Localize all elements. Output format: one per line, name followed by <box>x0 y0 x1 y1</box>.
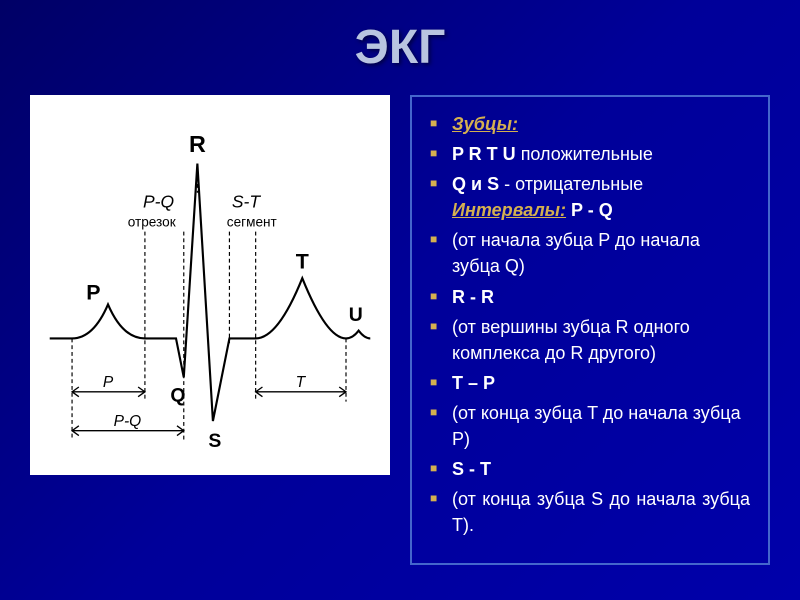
wave-label-R: R <box>189 131 206 157</box>
intervals-header-label: Интервалы: <box>452 200 566 220</box>
ecg-diagram-box: P Q R S T U P-Q отрезок S-T сегмент <box>30 95 390 475</box>
bullet-rr: R - R <box>430 284 750 310</box>
wave-label-P: P <box>86 281 100 305</box>
segment-ST-label: S-T <box>232 191 261 211</box>
interval-P: P <box>72 374 145 397</box>
bullet-tp: T – P <box>430 370 750 396</box>
bullet-list: Зубцы: P R T U положительные Q и S - отр… <box>430 111 750 538</box>
svg-text:P-Q: P-Q <box>114 413 142 430</box>
wave-label-S: S <box>208 430 221 452</box>
waves-header-label: Зубцы: <box>452 114 518 134</box>
segment-ST-sublabel: сегмент <box>227 215 277 230</box>
svg-text:T: T <box>296 374 307 391</box>
wave-label-T: T <box>296 249 309 273</box>
slide: ЭКГ P Q R S T U <box>0 0 800 600</box>
bullet-rr-desc: (от вершины зубца R одного комплекса до … <box>430 314 750 366</box>
bullet-pq-desc: (от начала зубца P до начала зубца Q) <box>430 227 750 279</box>
wave-label-U: U <box>349 304 363 326</box>
bullet-tp-desc: (от конца зубца T до начала зубца P) <box>430 400 750 452</box>
interval-PQ: P-Q <box>72 413 184 436</box>
bullet-waves-header: Зубцы: <box>430 111 750 137</box>
interval-T: T <box>256 374 346 397</box>
text-panel: Зубцы: P R T U положительные Q и S - отр… <box>410 95 770 565</box>
segment-PQ-sublabel: отрезок <box>128 215 177 230</box>
slide-title: ЭКГ <box>30 20 770 75</box>
ecg-waveform-svg: P Q R S T U P-Q отрезок S-T сегмент <box>40 105 380 465</box>
bullet-positive: P R T U положительные <box>430 141 750 167</box>
segment-PQ-label: P-Q <box>143 191 174 211</box>
svg-text:P: P <box>103 374 114 391</box>
bullet-st: S - T <box>430 456 750 482</box>
bullet-st-desc: (от конца зубца S до начала зубца T). <box>430 486 750 538</box>
bullet-negative: Q и S - отрицательные Интервалы: P - Q <box>430 171 750 223</box>
content-row: P Q R S T U P-Q отрезок S-T сегмент <box>30 95 770 565</box>
